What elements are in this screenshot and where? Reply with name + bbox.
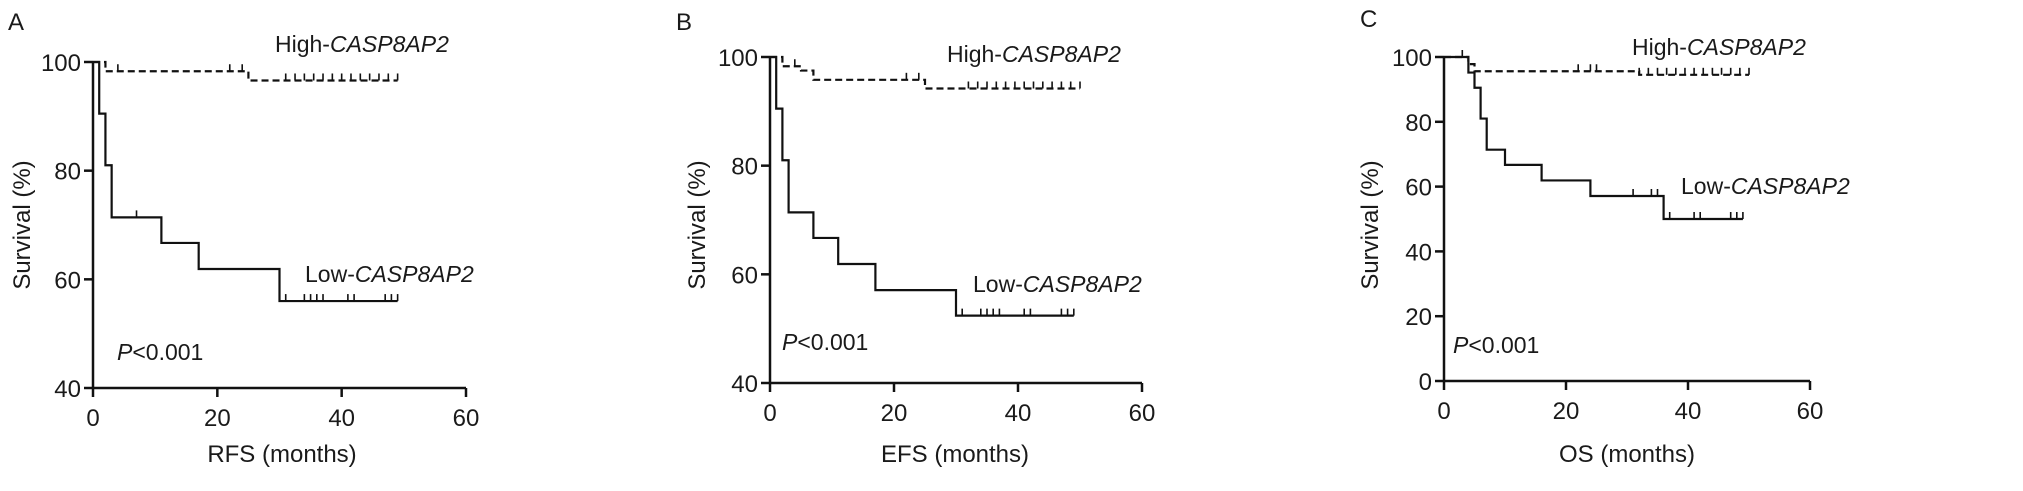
x-tick-label: 20	[1553, 398, 1580, 425]
series-label-gene: CASP8AP2	[1023, 271, 1142, 297]
series-label-gene: CASP8AP2	[1731, 173, 1850, 199]
series-label: Low-CASP8AP2	[305, 261, 474, 287]
y-tick-label: 60	[1405, 175, 1432, 202]
series-label-gene: CASP8AP2	[355, 261, 474, 287]
p-symbol: P	[1453, 332, 1469, 358]
y-tick-label: 40	[1405, 239, 1432, 266]
x-axis-title: EFS (months)	[881, 441, 1029, 468]
series-label: High-CASP8AP2	[947, 41, 1121, 67]
x-tick-label: 0	[1437, 398, 1450, 425]
p-value: <0.001	[132, 339, 203, 365]
y-tick-label: 80	[54, 159, 81, 186]
y-tick-label: 60	[731, 262, 758, 289]
p-value-annotation: P<0.001	[1453, 332, 1539, 358]
x-axis-title: OS (months)	[1559, 441, 1695, 468]
x-tick-label: 40	[1005, 400, 1032, 427]
series-label: Low-CASP8AP2	[973, 271, 1142, 297]
p-symbol: P	[782, 329, 798, 355]
y-tick-label: 100	[1392, 45, 1432, 72]
series-label-prefix: Low-	[305, 261, 355, 287]
series-label-prefix: Low-	[973, 271, 1023, 297]
y-axis-title: Survival (%)	[684, 160, 711, 289]
panel-a: A 0 20 40 60 40 60 80 100 RFS (months) Survival (%…	[8, 9, 479, 468]
y-tick-label: 80	[1405, 110, 1432, 137]
series-label-prefix: High-	[1632, 34, 1687, 60]
x-tick-label: 40	[328, 405, 355, 432]
survival-curve-high	[93, 60, 398, 82]
y-tick-label: 40	[731, 371, 758, 398]
p-value: <0.001	[797, 329, 868, 355]
survival-curve-low	[1444, 55, 1743, 221]
y-tick-label: 100	[41, 50, 81, 77]
p-value-annotation: P<0.001	[117, 339, 203, 365]
x-tick-label: 0	[763, 400, 776, 427]
x-tick-label: 20	[204, 405, 231, 432]
series-label-gene: CASP8AP2	[1002, 41, 1121, 67]
panel-c: C 0 20 40 60 0 20 40 60 80 100 OS (months) Survival …	[1357, 6, 1850, 468]
y-tick-label: 100	[718, 45, 758, 72]
panel-label: C	[1360, 6, 1377, 33]
x-tick-label: 60	[1129, 400, 1156, 427]
y-tick-label: 0	[1419, 369, 1432, 396]
series-label: Low-CASP8AP2	[1681, 173, 1850, 199]
x-axis-title: RFS (months)	[207, 441, 356, 468]
series-label: High-CASP8AP2	[1632, 34, 1806, 60]
y-axis-title: Survival (%)	[1357, 160, 1384, 289]
series-label-gene: CASP8AP2	[1687, 34, 1806, 60]
panel-label: A	[8, 9, 24, 36]
x-tick-label: 20	[881, 400, 908, 427]
survival-curve-high	[770, 55, 1080, 90]
x-tick-label: 60	[453, 405, 480, 432]
series-label-gene: CASP8AP2	[330, 31, 449, 57]
panel-label: B	[676, 9, 692, 36]
y-tick-label: 60	[54, 267, 81, 294]
p-value-annotation: P<0.001	[782, 329, 868, 355]
y-axis-title: Survival (%)	[9, 160, 36, 289]
y-tick-label: 20	[1405, 304, 1432, 331]
series-label-prefix: High-	[947, 41, 1002, 67]
survival-curve-low	[770, 55, 1074, 317]
p-value: <0.001	[1468, 332, 1539, 358]
y-tick-label: 80	[731, 154, 758, 181]
series-label-prefix: High-	[275, 31, 330, 57]
x-tick-label: 60	[1797, 398, 1824, 425]
y-tick-label: 40	[54, 376, 81, 403]
series-label-prefix: Low-	[1681, 173, 1731, 199]
panel-b: B 0 20 40 60 40 60 80 100 EFS (months) Survival (%…	[676, 9, 1155, 468]
x-tick-label: 40	[1675, 398, 1702, 425]
p-symbol: P	[117, 339, 133, 365]
x-tick-label: 0	[86, 405, 99, 432]
series-label: High-CASP8AP2	[275, 31, 449, 57]
